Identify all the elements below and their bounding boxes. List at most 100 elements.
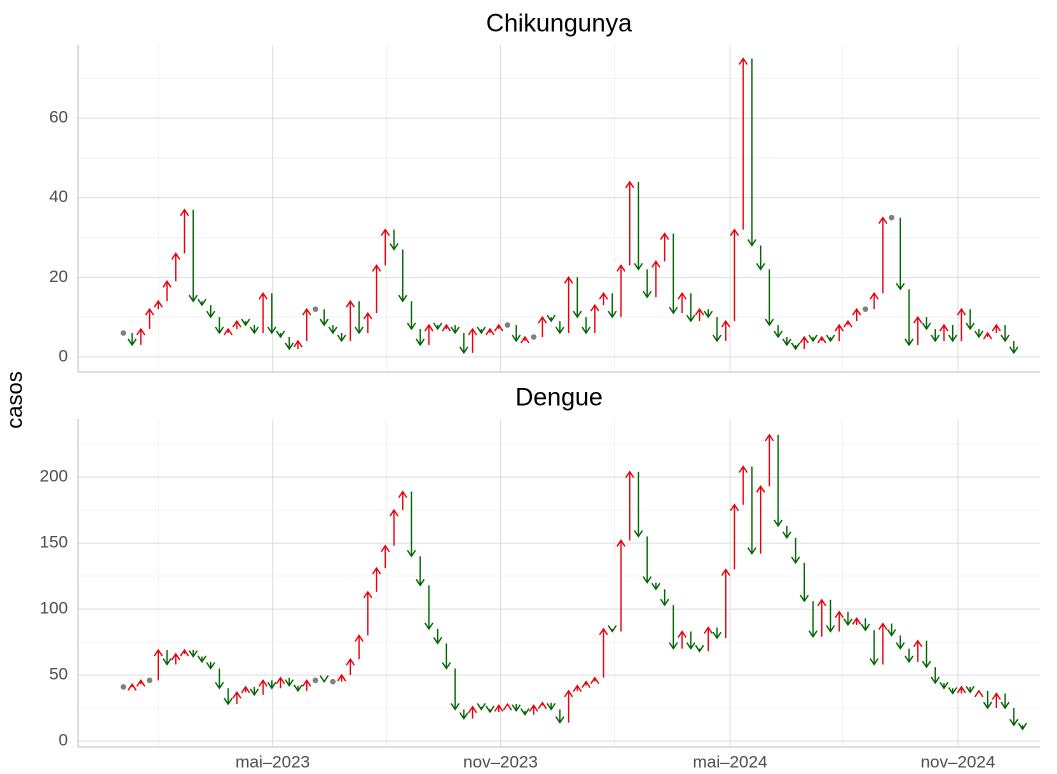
up-arrow (590, 303, 600, 334)
down-arrow (939, 681, 949, 690)
arrow-head (459, 712, 469, 720)
arrow-head (590, 676, 600, 685)
up-arrow (529, 704, 539, 715)
up-arrow (598, 291, 609, 306)
arrow-head (869, 658, 879, 666)
down-arrow (782, 525, 792, 540)
up-arrow (956, 685, 967, 694)
arrow-head (930, 676, 940, 685)
arrow-head (974, 689, 984, 698)
arrow-head (660, 232, 670, 240)
up-arrow (380, 544, 390, 569)
up-arrow (302, 679, 312, 691)
arrow-head (860, 623, 870, 632)
up-arrow (869, 291, 879, 310)
arrow-head (921, 660, 932, 669)
down-arrow (895, 635, 905, 650)
arrow-head (494, 704, 504, 712)
up-arrow (345, 657, 355, 676)
down-arrow (188, 209, 198, 303)
arrow-head (808, 334, 818, 343)
down-arrow (921, 640, 932, 669)
down-arrow (476, 702, 486, 711)
up-arrow (651, 260, 661, 298)
down-arrow (668, 233, 678, 315)
down-arrow (328, 325, 338, 335)
up-arrow (878, 216, 888, 294)
arrow-head (616, 264, 626, 272)
arrow-head (572, 684, 582, 693)
arrow-head (983, 701, 993, 710)
down-arrow (1009, 340, 1019, 355)
up-arrow (721, 568, 731, 639)
up-arrow (127, 683, 137, 691)
up-arrow (389, 508, 399, 546)
down-arrow (633, 181, 644, 271)
down-arrow (747, 466, 757, 555)
arrow-head (398, 490, 408, 498)
down-arrow (433, 628, 443, 645)
down-arrow (241, 318, 251, 327)
arrow-head (564, 689, 574, 698)
up-arrow (756, 485, 766, 554)
arrow-head (817, 598, 827, 607)
y-tick-label: 200 (40, 467, 68, 486)
arrow-head (887, 629, 897, 637)
arrow-head (616, 539, 626, 547)
arrow-head (974, 330, 984, 339)
arrow-head (197, 655, 207, 664)
arrow-head (275, 330, 286, 339)
arrow-head (651, 582, 661, 591)
up-arrow (258, 291, 268, 334)
down-arrow (162, 649, 172, 666)
up-arrow (502, 702, 513, 711)
x-tick-label: mai–2023 (235, 752, 310, 771)
up-arrow (677, 630, 687, 649)
arrow-head (450, 702, 460, 711)
arrow-head (721, 319, 731, 328)
arrow-head (555, 326, 565, 335)
down-arrow (249, 686, 259, 697)
arrow-head (756, 485, 766, 493)
arrow-head (677, 630, 687, 638)
down-arrow (607, 293, 617, 319)
arrow-head (590, 303, 600, 312)
arrow-head (581, 680, 591, 689)
arrow-head (939, 323, 949, 332)
down-arrow (389, 229, 399, 251)
arrow-head (136, 327, 146, 336)
arrow-head (895, 642, 905, 650)
arrow-head (171, 252, 181, 260)
down-arrow (197, 655, 207, 664)
arrow-head (162, 280, 172, 288)
up-arrow (371, 264, 382, 314)
down-arrow (983, 690, 993, 710)
x-tick-label: nov–2023 (463, 752, 538, 771)
arrow-head (1000, 334, 1010, 343)
y-tick-label: 0 (59, 346, 68, 365)
arrow-head (415, 578, 425, 587)
arrow-head (799, 594, 809, 603)
up-arrow (729, 228, 740, 322)
down-arrow (948, 325, 958, 343)
arrow-head (502, 702, 513, 711)
up-arrow (721, 319, 731, 341)
arrow-head (834, 323, 844, 332)
down-arrow (825, 599, 836, 633)
up-arrow (598, 627, 609, 678)
arrow-head (267, 681, 277, 690)
down-arrow (319, 675, 329, 683)
arrow-head (485, 705, 495, 714)
up-arrow (817, 598, 827, 637)
arrow-head (179, 648, 190, 657)
up-arrow (293, 339, 303, 349)
down-arrow (188, 649, 198, 658)
arrow-head (406, 549, 417, 558)
arrow-head (852, 617, 862, 625)
down-arrow (668, 605, 678, 650)
arrow-head (188, 650, 198, 658)
up-arrow (590, 676, 600, 685)
up-arrow (136, 327, 146, 345)
up-arrow (153, 648, 163, 681)
